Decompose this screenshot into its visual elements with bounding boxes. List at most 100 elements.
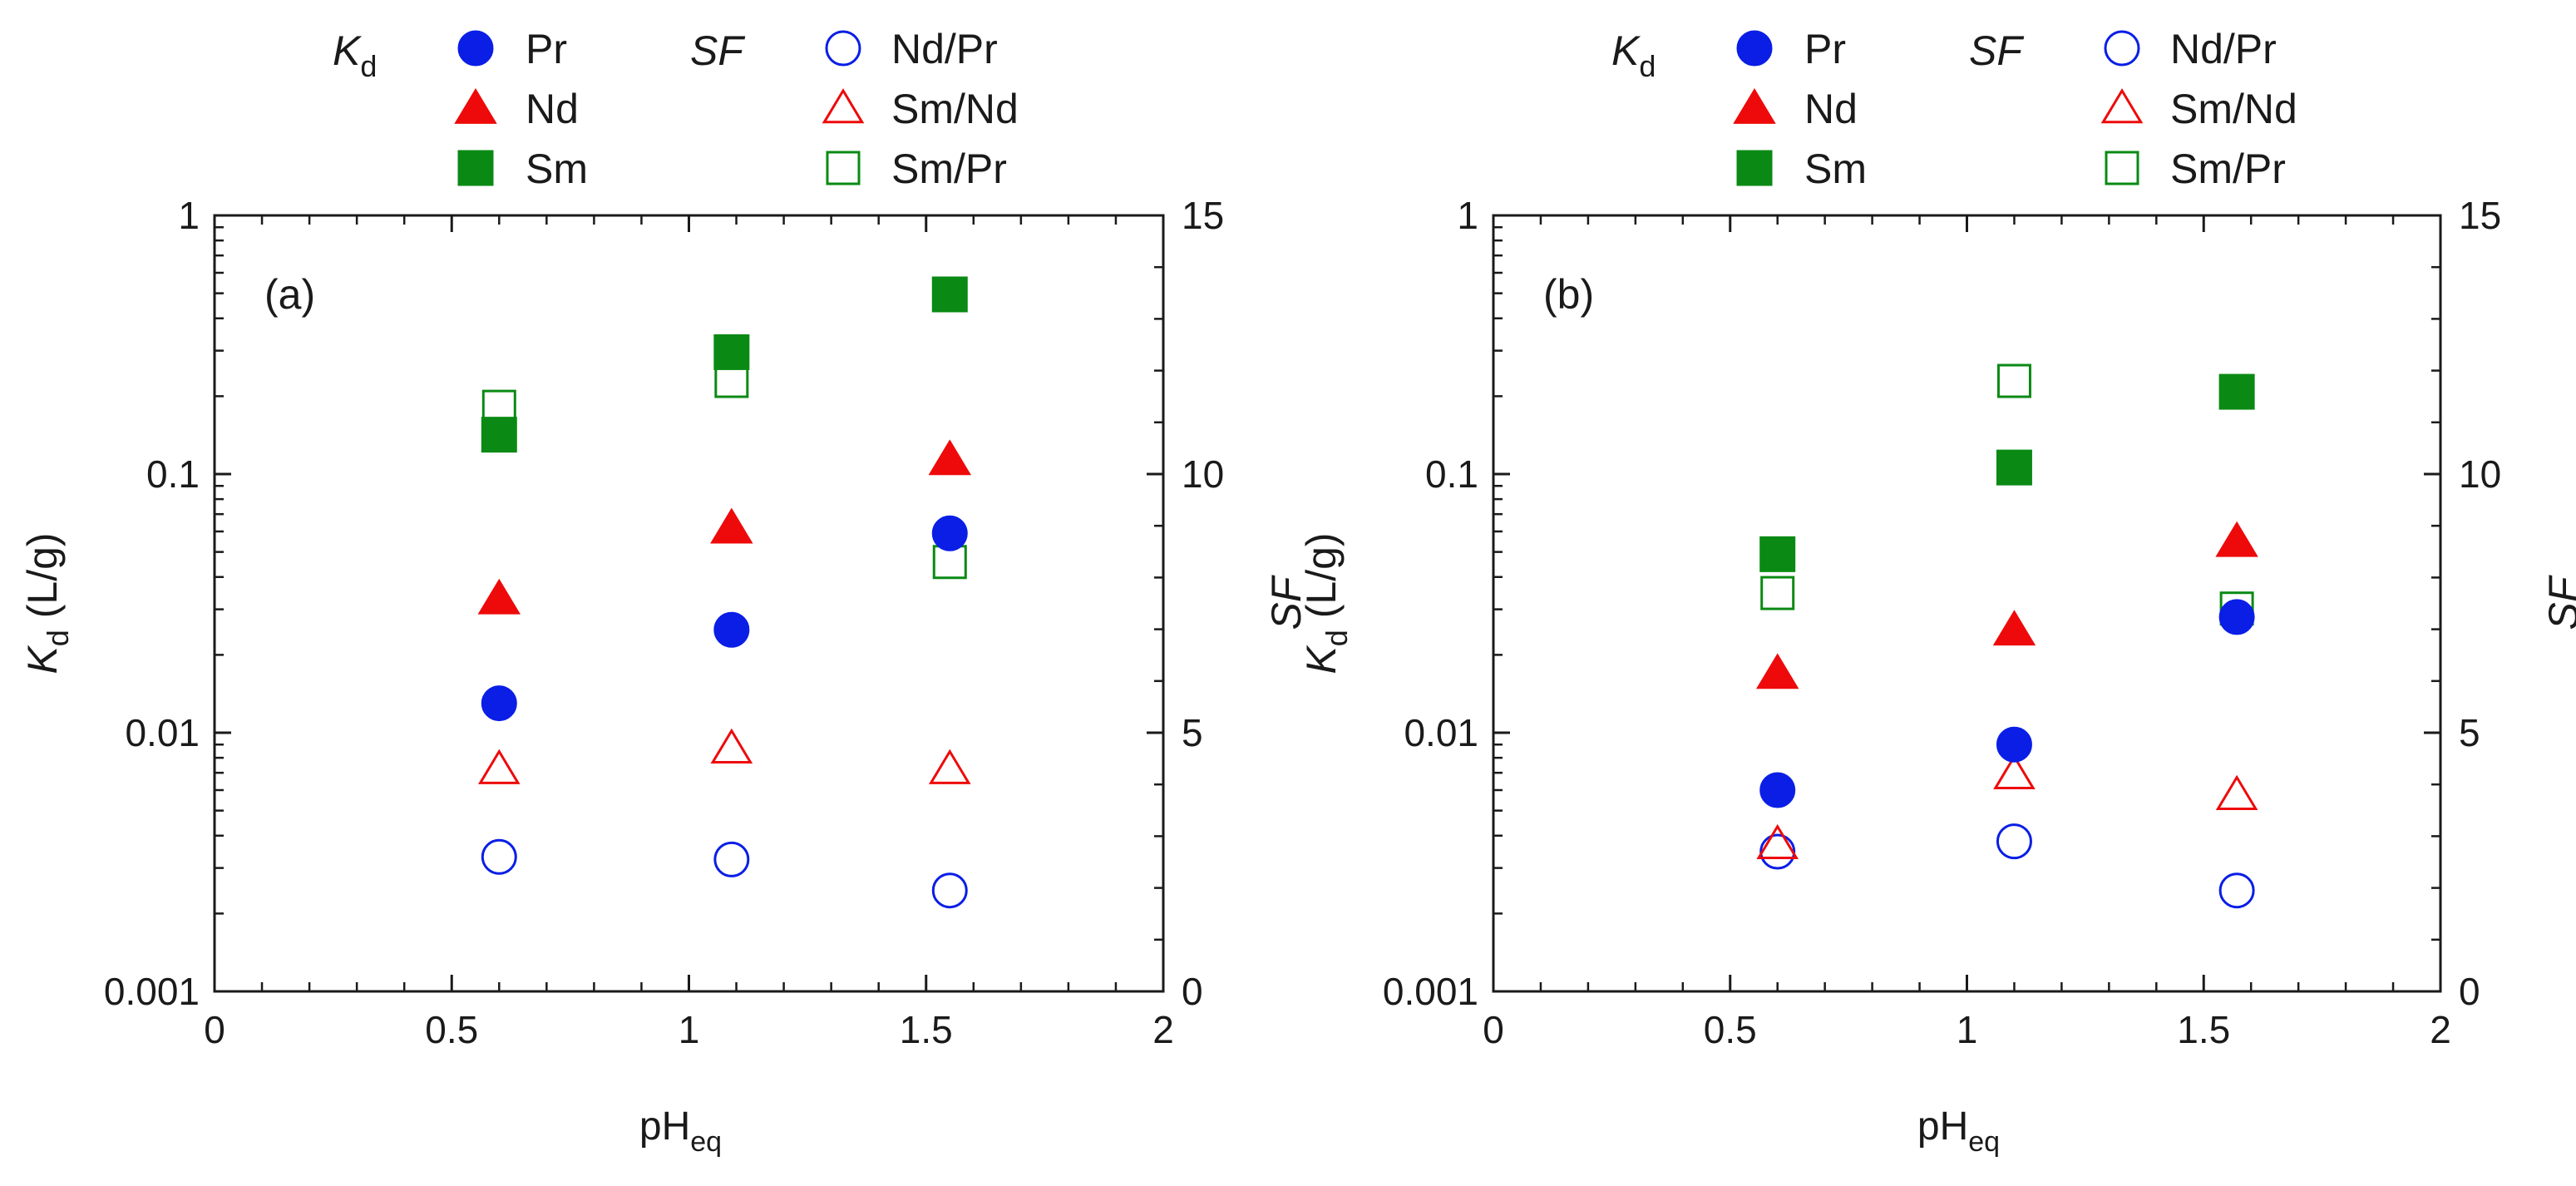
data-point (1755, 653, 1799, 689)
legend-entry-label: Nd/Pr (891, 26, 998, 72)
data-point (2218, 599, 2255, 635)
left-tick-label: 0.001 (104, 970, 200, 1013)
data-point (2215, 521, 2258, 557)
left-tick-label: 0.01 (1404, 711, 1478, 754)
data-point (1993, 754, 2036, 790)
legend-sf-title: SF (1969, 27, 2024, 74)
data-point (928, 749, 971, 784)
x-axis-label: pHeq (639, 1104, 722, 1158)
data-point (1760, 576, 1795, 610)
legend-entry-label: Sm/Pr (891, 146, 1007, 192)
legend-marker (457, 150, 494, 186)
series-sm (1759, 373, 2255, 572)
x-tick-label: 0.5 (1704, 1008, 1757, 1051)
data-point (2218, 373, 2255, 410)
x-tick-label: 0 (1483, 1008, 1504, 1051)
data-point (713, 841, 750, 877)
series-pr (481, 515, 968, 722)
legend-marker (2100, 88, 2144, 124)
legend-kd-title: Kd (333, 27, 377, 83)
right-tick-label: 15 (2459, 194, 2501, 237)
series-pr (1759, 599, 2255, 808)
left-tick-label: 0.1 (1425, 452, 1478, 496)
series-nd (477, 439, 971, 615)
series-sm-nd (477, 728, 971, 784)
legend-entry-label: Pr (1804, 26, 1846, 72)
x-tick-label: 2 (2430, 1008, 2451, 1051)
left-tick-label: 0.001 (1383, 970, 1478, 1013)
data-point (2218, 872, 2255, 909)
legend-entry-label: Sm (1804, 146, 1867, 192)
legend-entry-label: Nd/Pr (2170, 26, 2277, 72)
left-tick-label: 0.01 (125, 711, 200, 754)
right-tick-label: 5 (1182, 711, 1203, 754)
panel-label: (a) (264, 271, 315, 318)
legend-b: Kd SF Pr Nd Sm Nd/Pr Sm/Nd Sm/Pr (1611, 26, 2297, 192)
data-point (481, 685, 517, 722)
data-point (477, 749, 521, 784)
left-tick-label: 1 (1457, 194, 1478, 237)
right-tick-label: 10 (1182, 452, 1224, 496)
data-point (1759, 833, 1796, 870)
left-tick-label: 1 (178, 194, 200, 237)
right-tick-label: 0 (2459, 970, 2480, 1013)
x-tick-label: 2 (1152, 1008, 1174, 1051)
data-point (1759, 536, 1796, 572)
legend-entry-label: Sm/Nd (2170, 86, 2297, 132)
legend-kd-title: Kd (1611, 27, 1656, 83)
legend-marker (825, 30, 861, 67)
data-point (710, 507, 753, 544)
legend-entry-label: Nd (526, 86, 579, 132)
legend-entry-label: Nd (1804, 86, 1858, 132)
legend-marker (2105, 151, 2139, 185)
legend-entry-label: Sm/Nd (891, 86, 1019, 132)
right-tick-label: 0 (1182, 970, 1203, 1013)
left-axis-label: Kd (L/g) (1298, 532, 1354, 674)
data-point (1759, 772, 1796, 808)
data-point (1996, 823, 2032, 860)
series-nd-pr (1759, 823, 2255, 909)
right-tick-label: 10 (2459, 452, 2501, 496)
right-axis-label: SF (2540, 575, 2576, 630)
x-tick-label: 0.5 (425, 1008, 478, 1051)
right-tick-label: 5 (2459, 711, 2480, 754)
data-point (2215, 774, 2258, 810)
data-point (481, 417, 517, 453)
right-tick-label: 15 (1182, 194, 1224, 237)
series-nd-pr (481, 838, 968, 909)
data-point (1756, 823, 1799, 860)
data-point (1996, 726, 2032, 763)
legend-marker (1736, 30, 1773, 67)
legend-sf-title: SF (690, 27, 745, 74)
legend-a: Kd SF Pr Nd Sm Nd/Pr Sm/Nd Sm/Pr (333, 26, 1019, 192)
x-tick-label: 0 (204, 1008, 225, 1051)
legend-entry-label: Pr (526, 26, 567, 72)
data-point (931, 515, 968, 551)
data-point (713, 611, 750, 648)
data-point (931, 276, 968, 313)
series-sm-nd (1756, 754, 2258, 860)
x-tick-label: 1.5 (2177, 1008, 2230, 1051)
data-point (1992, 610, 2036, 646)
data-point (710, 728, 753, 763)
data-point (928, 439, 971, 476)
x-tick-label: 1.5 (900, 1008, 953, 1051)
right-axis-label: SF (1263, 575, 1310, 630)
left-tick-label: 0.1 (146, 452, 200, 496)
legend-entry-label: Sm/Pr (2170, 146, 2286, 192)
legend-marker (1733, 88, 1776, 124)
legend-marker (822, 88, 865, 124)
data-point (713, 334, 750, 370)
legend-marker (454, 88, 497, 124)
data-point (931, 872, 968, 909)
x-tick-label: 1 (679, 1008, 700, 1051)
panel-label: (b) (1543, 271, 1594, 318)
data-point (481, 838, 517, 875)
data-point (1996, 449, 2032, 486)
x-axis-label: pHeq (1917, 1104, 2000, 1158)
series-nd (1755, 521, 2258, 689)
legend-marker (826, 151, 861, 185)
